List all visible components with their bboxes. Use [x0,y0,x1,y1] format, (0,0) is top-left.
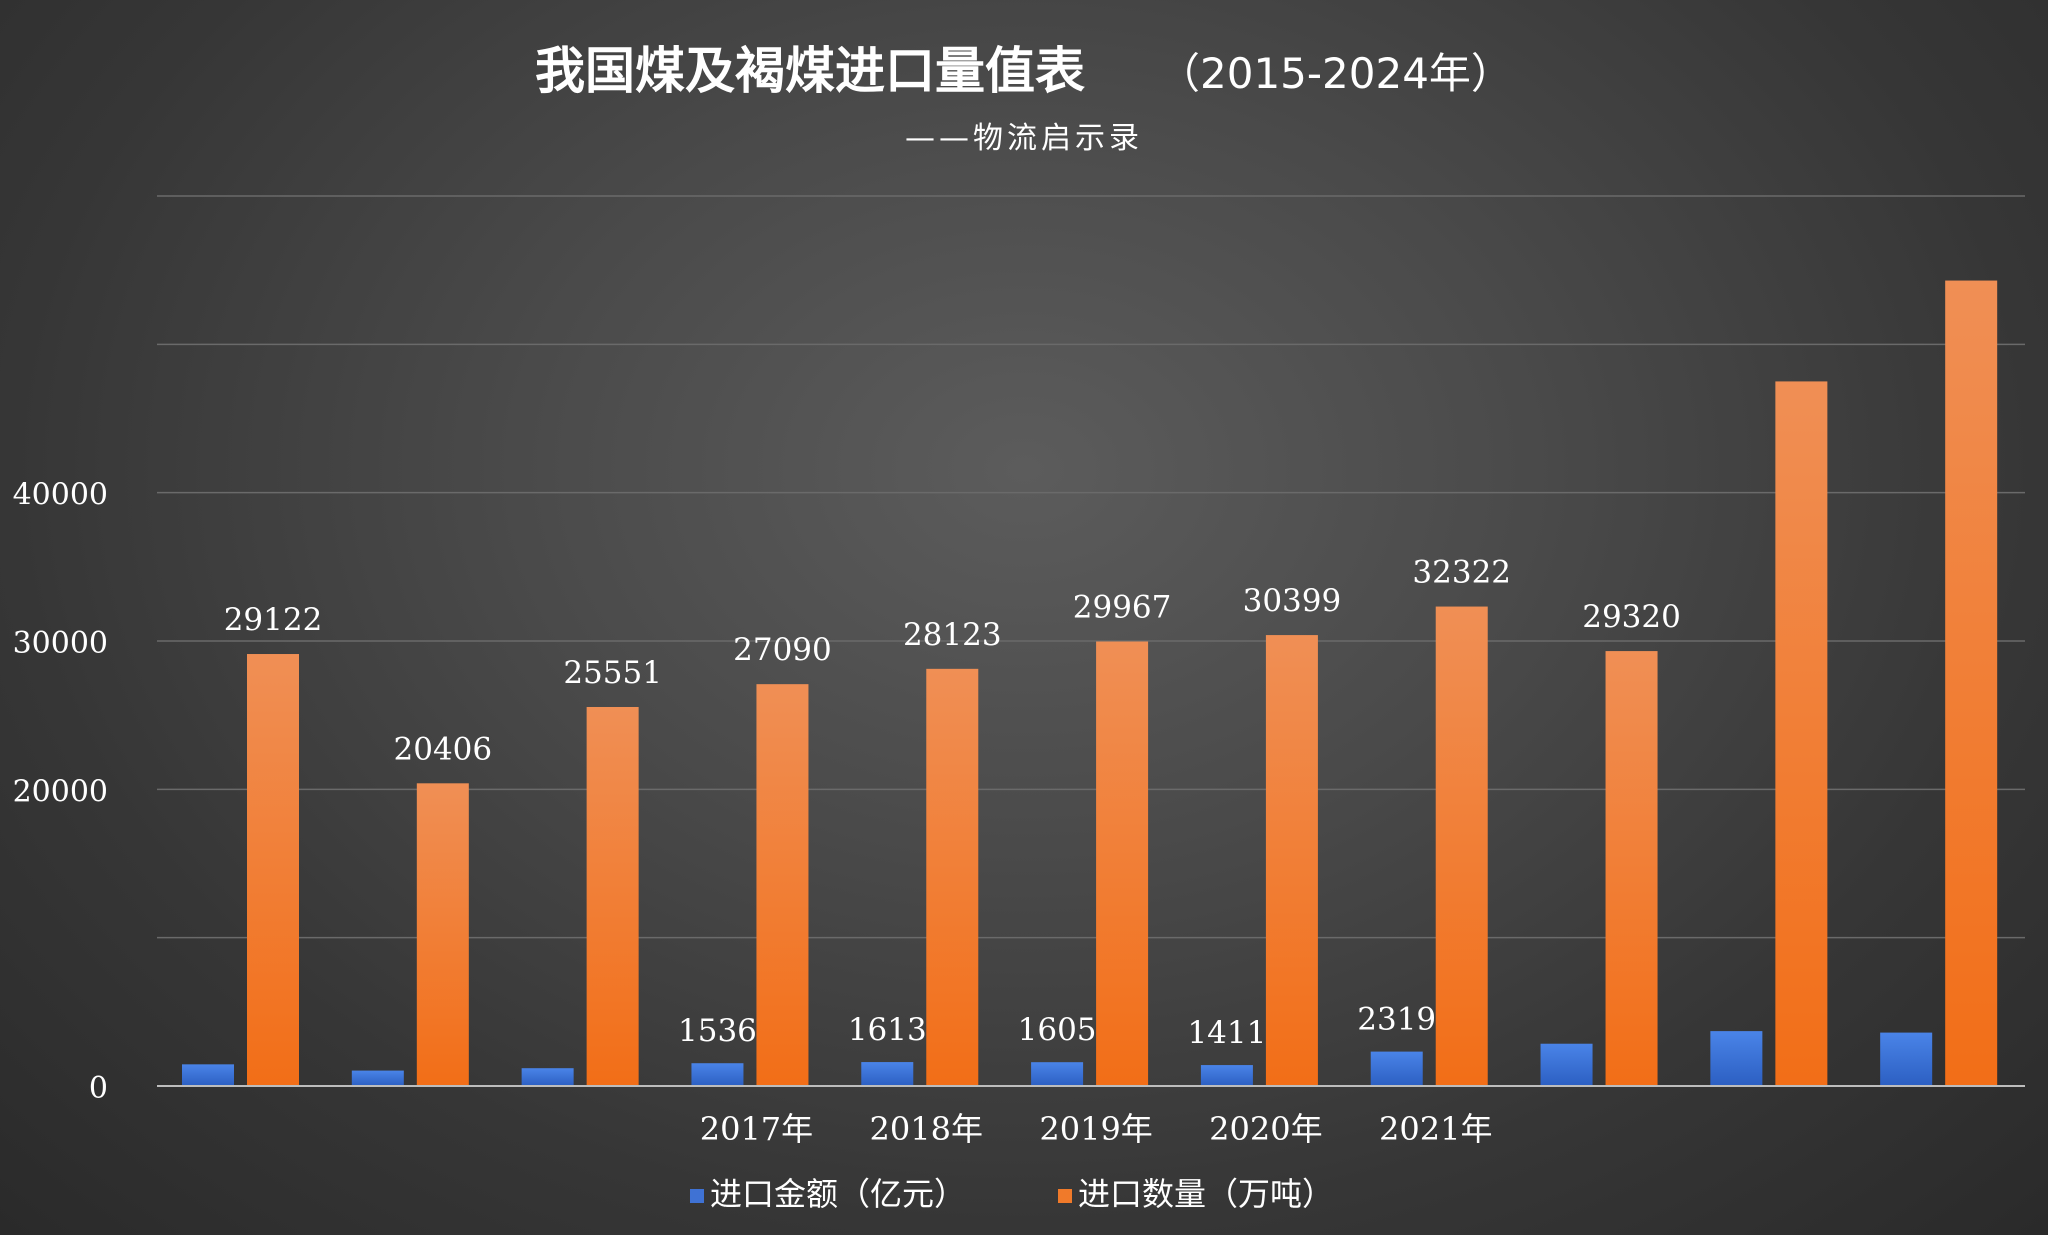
bar-import-volume [247,654,299,1086]
bar-import-volume [1945,280,1998,1086]
data-label-import-value: 1613 [848,1012,927,1048]
bar-import-volume [1775,381,1828,1087]
bar-import-value [1370,1051,1423,1086]
chart-title: 我国煤及褐煤进口量值表 [535,42,1085,100]
data-label-import-volume: 20406 [394,731,493,767]
x-category-label: 2020年 [1209,1110,1322,1148]
legend-swatch-import-value [690,1189,704,1203]
x-axis-categories: 2017年 2018年 2019年 2020年 2021年 [700,1110,1493,1148]
bar-import-volume [926,668,979,1086]
data-label-import-volume: 27090 [733,632,832,668]
data-label-import-value: 1411 [1187,1015,1266,1051]
data-label-import-volume: 29122 [224,602,323,638]
data-label-import-value: 2319 [1357,1002,1436,1038]
x-category-label: 2018年 [870,1110,983,1148]
y-axis-ticks: 0 20000 30000 40000 [13,478,108,1106]
bar-import-value [691,1063,744,1086]
bar-import-volume [756,684,809,1086]
legend: 进口金额（亿元） 进口数量（万吨） [690,1175,1334,1213]
bar-import-volume [1096,641,1149,1086]
bar-import-volume [1435,606,1488,1086]
chart-subtitle: ——物流启示录 [905,121,1143,156]
x-category-label: 2017年 [700,1110,813,1148]
bar-import-value [1710,1031,1763,1086]
legend-label-import-volume: 进口数量（万吨） [1078,1175,1334,1213]
bar-import-value [351,1070,404,1086]
y-tick-label: 40000 [13,478,108,513]
data-label-import-volume: 25551 [563,655,662,691]
data-labels: 29122 20406 25551 1536 27090 1613 28123 1605 299… [224,555,1681,1052]
y-tick-label: 20000 [13,774,108,809]
bar-import-value [861,1062,914,1086]
bar-import-volume [416,783,469,1086]
data-label-import-volume: 30399 [1243,583,1342,619]
bar-import-value [1200,1065,1253,1086]
data-label-import-volume: 32322 [1412,555,1511,591]
bar-import-value [1880,1032,1933,1086]
bar-import-volume [586,706,639,1086]
data-label-import-volume: 29320 [1582,599,1681,635]
legend-label-import-value: 进口金额（亿元） [710,1175,966,1213]
data-label-import-volume: 29967 [1073,589,1172,625]
bar-import-volume [1605,651,1658,1086]
x-category-label: 2019年 [1039,1110,1152,1148]
data-label-import-volume: 28123 [903,617,1002,653]
y-tick-label: 30000 [13,626,108,661]
chart-title-years: （2015-2024年） [1158,49,1513,98]
bar-import-value [1031,1062,1084,1086]
bars [182,280,1998,1087]
y-tick-label: 0 [89,1071,108,1106]
data-label-import-value: 1605 [1018,1012,1097,1048]
bar-import-volume [1265,635,1318,1086]
data-label-import-value: 1536 [678,1013,757,1049]
bar-import-value [521,1068,574,1086]
legend-swatch-import-volume [1058,1189,1072,1203]
bar-import-value [182,1064,234,1086]
x-category-label: 2021年 [1379,1110,1492,1148]
bar-import-value [1540,1043,1593,1086]
